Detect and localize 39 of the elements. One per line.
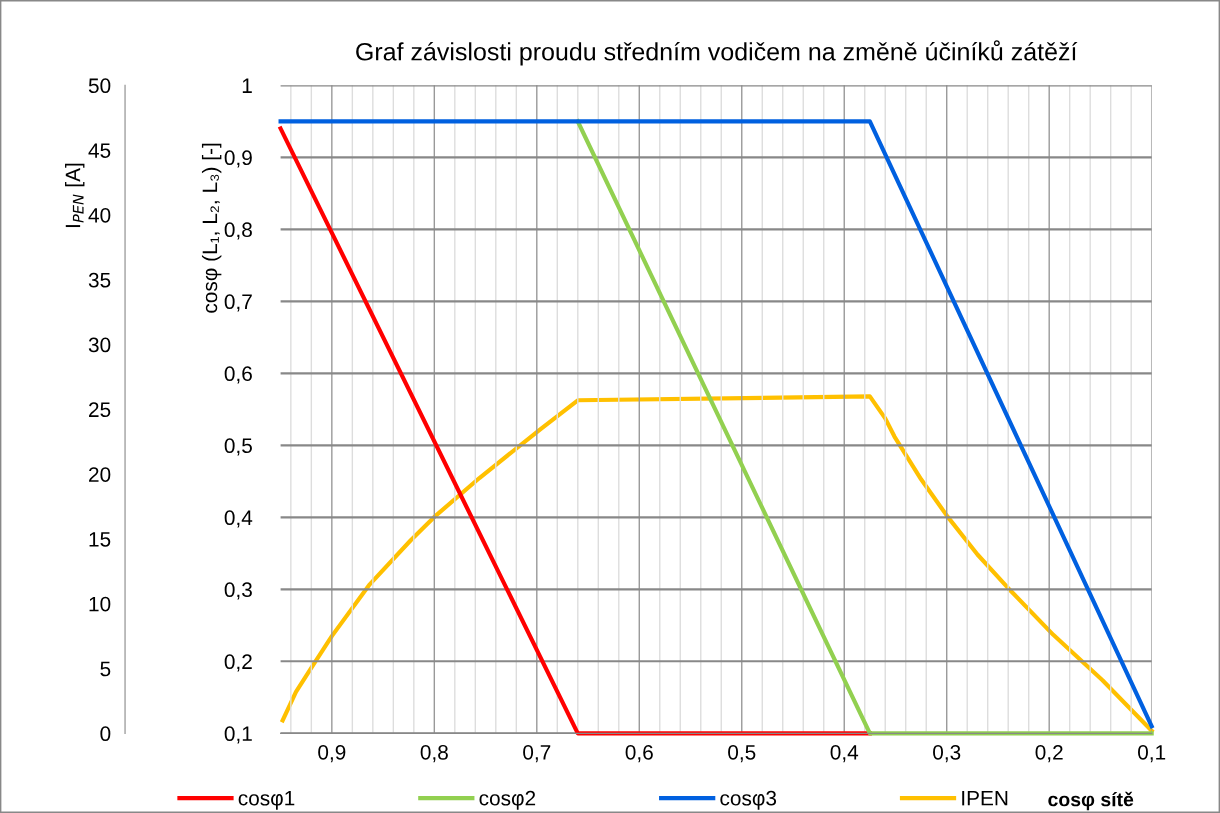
y2-tick-label: 35 — [88, 272, 111, 288]
y-tick-label: 0,9 — [224, 150, 252, 168]
x-tick-label: 0,9 — [318, 744, 346, 763]
y-tick-label: 1 — [242, 78, 252, 93]
legend-label: cosφ1 — [238, 791, 295, 810]
y2-tick-label: 5 — [100, 661, 111, 677]
y-tick-label: 0,4 — [224, 510, 253, 528]
y-tick-label: 0,3 — [224, 582, 252, 600]
y-tick-label: 0,5 — [224, 438, 252, 456]
x-tick-label: 0,1 — [1138, 744, 1166, 763]
y2-tick-label: 25 — [89, 402, 111, 418]
x-tick-label: 0,6 — [625, 744, 653, 763]
line-series — [280, 394, 1154, 733]
y2-tick-label: 30 — [88, 337, 111, 353]
y-axis-title: cosφ (L₁, L₂, L₃) [-] — [201, 143, 222, 313]
y-tick-label: 0,2 — [224, 654, 252, 672]
y2-tick-label: 10 — [89, 596, 111, 612]
legend-label: cosφ3 — [720, 790, 777, 810]
y2-tick-label: 0 — [100, 726, 111, 742]
y2-tick-label: 20 — [89, 467, 111, 482]
y2-axis-title: I$_{PEN}$ [A] — [65, 163, 85, 228]
y2-tick-label: 15 — [89, 532, 111, 547]
y-tick-label: 0,6 — [224, 366, 252, 384]
x-tick-label: 0,2 — [1035, 744, 1063, 763]
y2-tick-label: 45 — [88, 143, 111, 158]
x-tick-label: 0,4 — [830, 744, 859, 763]
y2-tick-label: 40 — [88, 207, 111, 223]
x-tick-label: 0,3 — [933, 744, 961, 763]
y-tick-label: 0,8 — [224, 222, 252, 240]
y-tick-label: 0,1 — [224, 726, 252, 744]
legend-label: cosφ2 — [479, 790, 536, 810]
legend-label: IPEN — [962, 791, 1008, 806]
x-tick-label: 0,8 — [420, 744, 448, 763]
x-axis-title: cosφ sítě — [1048, 791, 1134, 811]
y-tick-label: 0,7 — [224, 294, 252, 312]
chart-title: Graf závislosti proudu středním vodičem na změně účiníků zátěží — [356, 40, 1078, 66]
y2-tick-label: 50 — [88, 78, 111, 94]
x-tick-label: 0,5 — [728, 744, 756, 763]
x-tick-label: 0,7 — [523, 744, 551, 763]
